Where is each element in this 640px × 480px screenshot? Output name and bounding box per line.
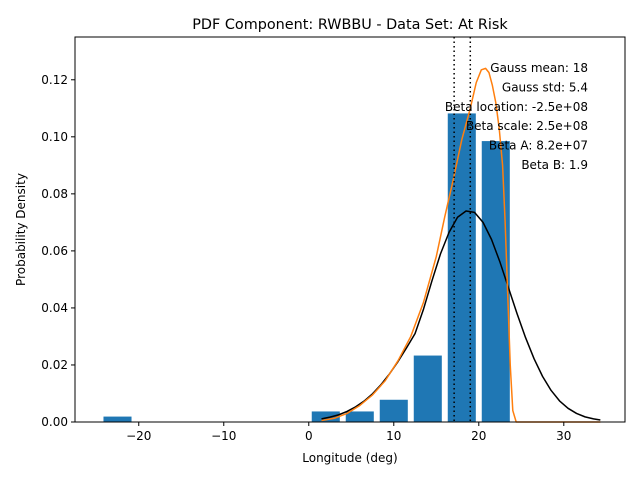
curves-layer bbox=[321, 67, 601, 423]
x-tick-label: −10 bbox=[211, 429, 236, 443]
annotation-text: Beta location: -2.5e+08 bbox=[445, 100, 588, 114]
histogram-bar bbox=[413, 355, 442, 422]
annotation-text: Gauss std: 5.4 bbox=[502, 80, 588, 94]
y-tick-label: 0.02 bbox=[41, 358, 68, 372]
axes-layer bbox=[74, 36, 626, 423]
y-tick-label: 0.06 bbox=[41, 244, 68, 258]
histogram-bar bbox=[447, 113, 476, 423]
ticks-layer: −20 −10 0 10 20 30 0.00 0.02 0.04 0.06 0.08 0.10 0.1… bbox=[41, 73, 571, 443]
x-tick-label: −20 bbox=[126, 429, 151, 443]
y-tick-label: 0.12 bbox=[41, 73, 68, 87]
y-tick-label: 0.00 bbox=[41, 415, 68, 429]
plot-frame bbox=[74, 36, 626, 423]
histogram-bar bbox=[345, 411, 374, 422]
histogram-bar bbox=[311, 411, 340, 422]
bars-layer bbox=[103, 113, 510, 423]
annotation-text: Beta B: 1.9 bbox=[521, 158, 588, 172]
x-axis-label: Longitude (deg) bbox=[302, 451, 397, 465]
y-axis-label: Probability Density bbox=[14, 173, 28, 286]
beta-fit-curve bbox=[321, 67, 601, 423]
chart-title: PDF Component: RWBBU - Data Set: At Risk bbox=[192, 17, 508, 33]
annotation-text: Beta scale: 2.5e+08 bbox=[466, 119, 588, 133]
y-tick-label: 0.10 bbox=[41, 130, 68, 144]
y-tick-label: 0.08 bbox=[41, 187, 68, 201]
x-tick-label: 20 bbox=[471, 429, 486, 443]
annotations-layer: Gauss mean: 18 Gauss std: 5.4 Beta locatio… bbox=[445, 61, 588, 172]
x-tick-label: 0 bbox=[305, 429, 313, 443]
histogram-bar bbox=[379, 399, 408, 422]
histogram-bar bbox=[481, 141, 510, 422]
annotation-text: Gauss mean: 18 bbox=[490, 61, 588, 75]
annotation-text: Beta A: 8.2e+07 bbox=[489, 139, 588, 153]
histogram-bar bbox=[103, 416, 132, 422]
x-tick-label: 30 bbox=[556, 429, 571, 443]
mean-lines-layer bbox=[453, 37, 472, 422]
x-tick-label: 10 bbox=[386, 429, 401, 443]
y-tick-label: 0.04 bbox=[41, 301, 68, 315]
